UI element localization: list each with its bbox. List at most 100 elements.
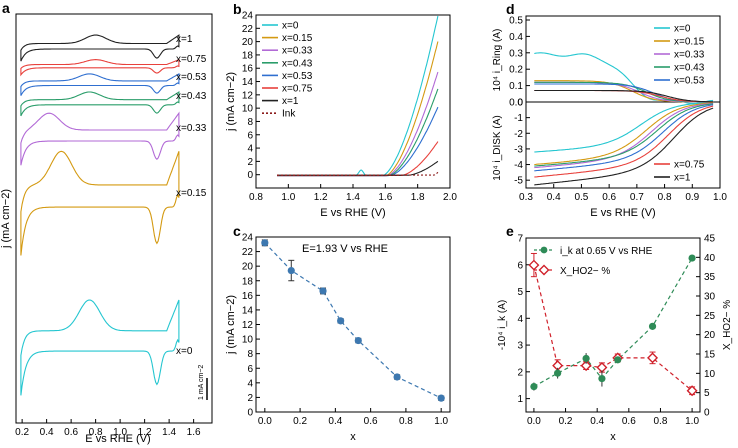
data-point: [354, 336, 362, 345]
x-tick-label: 1.2: [138, 427, 152, 438]
ik-point: [582, 354, 590, 363]
y-tick-label: 7: [517, 234, 523, 245]
y-tick-label: -5: [514, 176, 523, 187]
x-tick-label: 1.2: [314, 192, 328, 203]
legend-marker: [538, 264, 550, 276]
y-axis-label-bottom: 10⁴ i_DISK (A): [492, 115, 503, 180]
series-label: x=0.53: [176, 72, 207, 83]
y-tick-label: -3: [514, 144, 523, 155]
y-tick-label: 6: [517, 260, 523, 271]
x-tick-label: 1.0: [713, 192, 727, 203]
y-right-tick-label: 15: [704, 350, 716, 361]
xho2-point: [528, 259, 540, 271]
ik-point: [688, 254, 696, 262]
panel-label-a: a: [2, 0, 10, 16]
ik-point: [614, 356, 622, 364]
y-right-tick-label: 0: [704, 408, 710, 419]
y-tick-label: 16: [242, 291, 254, 302]
xho2-point: [580, 360, 592, 372]
x-tick-label: 0.9: [685, 192, 699, 203]
x-tick-label: 1.4: [346, 192, 360, 203]
cv-curve-x=0.33: [20, 111, 180, 166]
legend-entry: x=0.53: [282, 71, 313, 82]
legend-entry: x=0: [282, 21, 299, 32]
x-axis-label: E vs RHE (V): [85, 433, 150, 445]
data-point: [319, 287, 327, 295]
y-tick-label: 20: [242, 37, 254, 48]
cv-curve-x=0.53: [20, 72, 180, 96]
xho2-point: [647, 352, 659, 364]
x-tick-label: 0.8: [658, 192, 672, 203]
y-tick-label: 5: [517, 287, 523, 298]
legend-entry: x=0.43: [282, 58, 313, 69]
y-tick-label: 14: [242, 305, 254, 316]
y-tick-label: 14: [242, 77, 254, 88]
x-tick-label: 1.4: [162, 427, 176, 438]
panel-b: b0.8 1.0 1.2 1.4 1.6 1.8 2.0024681012141618202…: [225, 1, 457, 219]
data-point: [437, 394, 445, 402]
y-tick-label: 0.0: [509, 98, 523, 109]
y-axis-label: j (mA cm−2): [225, 295, 237, 355]
lsv-curve-x=0.43: [277, 88, 439, 177]
x-tick-label: 0.6: [64, 427, 78, 438]
x-tick-label: 0.4: [328, 416, 342, 427]
y-tick-label: 20: [242, 262, 254, 273]
y-tick-label: 10: [242, 335, 254, 346]
disk-curve-x=0: [534, 101, 714, 153]
x-tick-label: 0.8: [399, 416, 413, 427]
legend-entry: x=0.53: [674, 76, 705, 87]
annotation: E=1.93 V vs RHE: [302, 243, 388, 255]
x-axis-label: E vs RHE (V): [320, 207, 385, 219]
y-tick-label: 12: [242, 320, 254, 331]
cv-curve-x=0.43: [20, 90, 180, 117]
disk-curve-x=0.53: [534, 104, 714, 172]
x-tick-label: 0.8: [249, 192, 263, 203]
x-tick-label: 0.4: [40, 427, 54, 438]
x-tick-label: 0.2: [293, 416, 307, 427]
x-tick-label: 0.0: [258, 416, 272, 427]
y-right-tick-label: 45: [704, 234, 716, 245]
x-tick-label: 0.6: [364, 416, 378, 427]
y-tick-label: 0.4: [509, 32, 523, 43]
legend-entry: x=0.43: [674, 63, 705, 74]
y-tick-label: 0: [247, 170, 253, 181]
x-tick-label: 0.6: [622, 416, 636, 427]
legend-entry: i_k at 0.65 V vs RHE: [560, 246, 653, 257]
y-tick-label: 24: [242, 233, 254, 244]
lsv-curve-x=0.53: [277, 106, 439, 177]
panel-d: d 0.3 0.4 0.5 0.6 0.7 0.8 0.9 1.0 0.0 0.1 0.2 0.3 0.4…: [492, 1, 727, 219]
panel-a: a 0.2 0.4 0.6 0.8 1.0 1.2 1.4 1.6 E vs RHE (V) j (…: [0, 0, 213, 445]
x-tick-label: 1.6: [187, 427, 201, 438]
scale-bar-label: 1 mA cm−2: [198, 365, 205, 400]
y-tick-label: 22: [242, 247, 254, 258]
legend-entry: x=1: [282, 96, 299, 107]
y-axis-label: j (mA cm−2): [0, 189, 12, 249]
cv-curve-x=0: [20, 299, 180, 396]
y-right-tick-label: 30: [704, 292, 716, 303]
y-tick-label: 10: [242, 104, 254, 115]
legend-entry: x=0.33: [674, 50, 705, 61]
x-tick-label: 1.0: [281, 192, 295, 203]
y-axis-label: j (mA cm−2): [225, 72, 237, 132]
x-tick-label: 0.8: [654, 416, 668, 427]
data-point: [261, 239, 269, 247]
x-axis-label: x: [610, 431, 616, 443]
legend-entry: x=0.33: [282, 46, 313, 57]
y-tick-label: 0.3: [509, 48, 523, 59]
y-right-tick-label: 10: [704, 369, 716, 380]
y-right-tick-label: 5: [704, 388, 710, 399]
x-tick-label: 1.0: [434, 416, 448, 427]
x-axis-label: x: [350, 431, 356, 443]
legend-entry: x=0.15: [282, 33, 313, 44]
panel-label-b: b: [233, 1, 242, 17]
data-point: [393, 373, 401, 381]
y-right-tick-label: 20: [704, 330, 716, 341]
panel-e: e0.0 0.2 0.4 0.6 0.8 1.0123456705101520253035…: [497, 223, 733, 443]
series-label: x=0.43: [176, 91, 207, 102]
plot-frame: [525, 237, 701, 413]
ik-point: [530, 382, 538, 391]
panel-label-d: d: [506, 1, 515, 17]
y-tick-label: -4: [514, 160, 523, 171]
y-right-tick-label: 35: [704, 272, 716, 283]
